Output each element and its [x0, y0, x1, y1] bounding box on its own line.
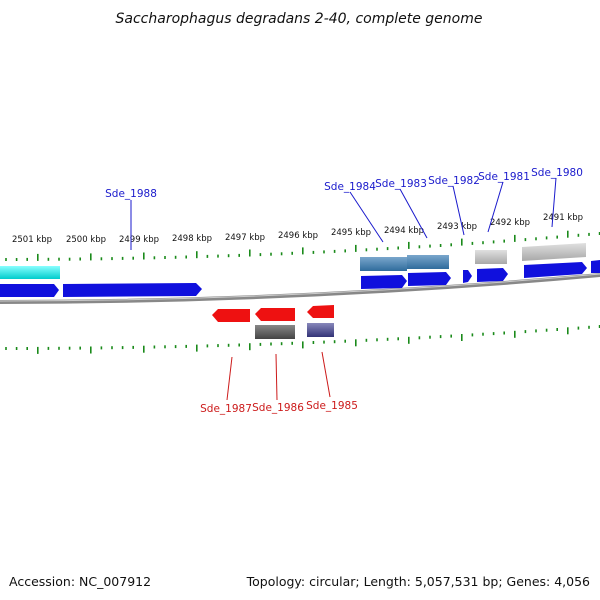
gene-label[interactable]: Sde_1980 — [531, 167, 583, 179]
scale-label: 2500 kbp — [66, 235, 106, 245]
gene-labels: Sde_1988 Sde_1984 Sde_1983 Sde_1982 Sde_… — [105, 167, 583, 415]
scale-label: 2496 kbp — [278, 231, 318, 241]
genome-backbone-highlight — [0, 273, 600, 302]
scale-label: 2495 kbp — [331, 228, 371, 238]
gene-arrow-reverse[interactable] — [212, 309, 250, 322]
gene-label[interactable]: Sde_1988 — [105, 188, 157, 200]
genome-backbone — [0, 273, 600, 304]
gene-label[interactable]: Sde_1982 — [428, 175, 480, 187]
callout-lines — [130, 177, 557, 401]
gene-feature-grey[interactable] — [522, 243, 586, 261]
gene-label[interactable]: Sde_1985 — [306, 400, 358, 412]
gene-feature-dark[interactable] — [255, 325, 295, 339]
scale-label: 2494 kbp — [384, 226, 424, 236]
reverse-genes — [212, 305, 334, 339]
gene-arrow[interactable] — [524, 262, 587, 278]
scale-labels: 2501 kbp 2500 kbp 2499 kbp 2498 kbp 2497… — [12, 213, 583, 245]
gene-label[interactable]: Sde_1984 — [324, 181, 376, 193]
reverse-tick-row — [5, 325, 600, 354]
gene-arrow-reverse[interactable] — [255, 308, 295, 321]
gene-label[interactable]: Sde_1987 — [200, 403, 252, 415]
scale-label: 2499 kbp — [119, 235, 159, 245]
gene-label[interactable]: Sde_1986 — [252, 402, 304, 414]
gene-arrow-reverse[interactable] — [307, 305, 334, 318]
gene-arrow[interactable] — [477, 268, 508, 282]
gene-arrow[interactable] — [0, 284, 59, 297]
scale-label: 2501 kbp — [12, 235, 52, 245]
scale-label: 2492 kbp — [490, 218, 530, 228]
gene-feature-purple[interactable] — [307, 323, 334, 337]
gene-arrow[interactable] — [361, 275, 407, 289]
gene-feature-cyan[interactable] — [0, 266, 60, 279]
gene-arrow[interactable] — [408, 272, 451, 286]
map-title: Saccharophagus degradans 2-40, complete … — [116, 11, 483, 27]
gene-arrow[interactable] — [463, 270, 472, 283]
accession-text: Accession: NC_007912 — [9, 574, 151, 589]
forward-genes — [0, 243, 600, 297]
scale-label: 2491 kbp — [543, 213, 583, 223]
scale-label: 2498 kbp — [172, 234, 212, 244]
gene-feature-steel[interactable] — [360, 257, 407, 271]
gene-arrow[interactable] — [591, 260, 600, 273]
gene-feature-grey[interactable] — [475, 250, 507, 264]
genome-summary-text: Topology: circular; Length: 5,057,531 bp… — [246, 574, 590, 589]
gene-arrow[interactable] — [63, 283, 202, 297]
gene-label[interactable]: Sde_1981 — [478, 171, 530, 183]
gene-label[interactable]: Sde_1983 — [375, 178, 427, 190]
scale-label: 2493 kbp — [437, 222, 477, 232]
scale-label: 2497 kbp — [225, 233, 265, 243]
forward-tick-row — [5, 230, 600, 261]
gene-feature-steel[interactable] — [407, 255, 449, 269]
